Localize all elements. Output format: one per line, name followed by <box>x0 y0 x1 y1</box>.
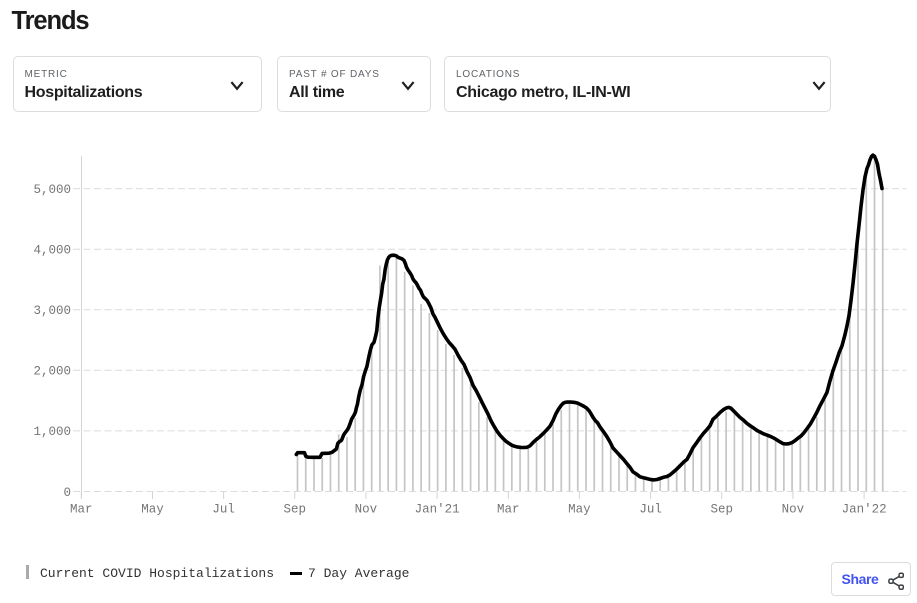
svg-text:Sep: Sep <box>710 503 733 517</box>
svg-text:Mar: Mar <box>497 503 520 517</box>
svg-text:3,000: 3,000 <box>33 304 71 318</box>
svg-text:Mar: Mar <box>70 503 93 517</box>
svg-text:Jul: Jul <box>639 503 662 517</box>
svg-text:Nov: Nov <box>782 503 805 517</box>
svg-text:May: May <box>568 503 591 517</box>
svg-text:Jan'21: Jan'21 <box>415 503 460 517</box>
svg-text:Sep: Sep <box>284 503 307 517</box>
svg-text:Nov: Nov <box>355 503 378 517</box>
svg-text:Jan'22: Jan'22 <box>842 503 887 517</box>
svg-text:Jul: Jul <box>212 503 235 517</box>
svg-text:2,000: 2,000 <box>33 365 71 379</box>
svg-text:1,000: 1,000 <box>33 425 71 439</box>
svg-text:May: May <box>141 503 164 517</box>
svg-text:0: 0 <box>63 486 71 500</box>
svg-text:4,000: 4,000 <box>33 244 71 258</box>
svg-text:5,000: 5,000 <box>33 183 71 197</box>
